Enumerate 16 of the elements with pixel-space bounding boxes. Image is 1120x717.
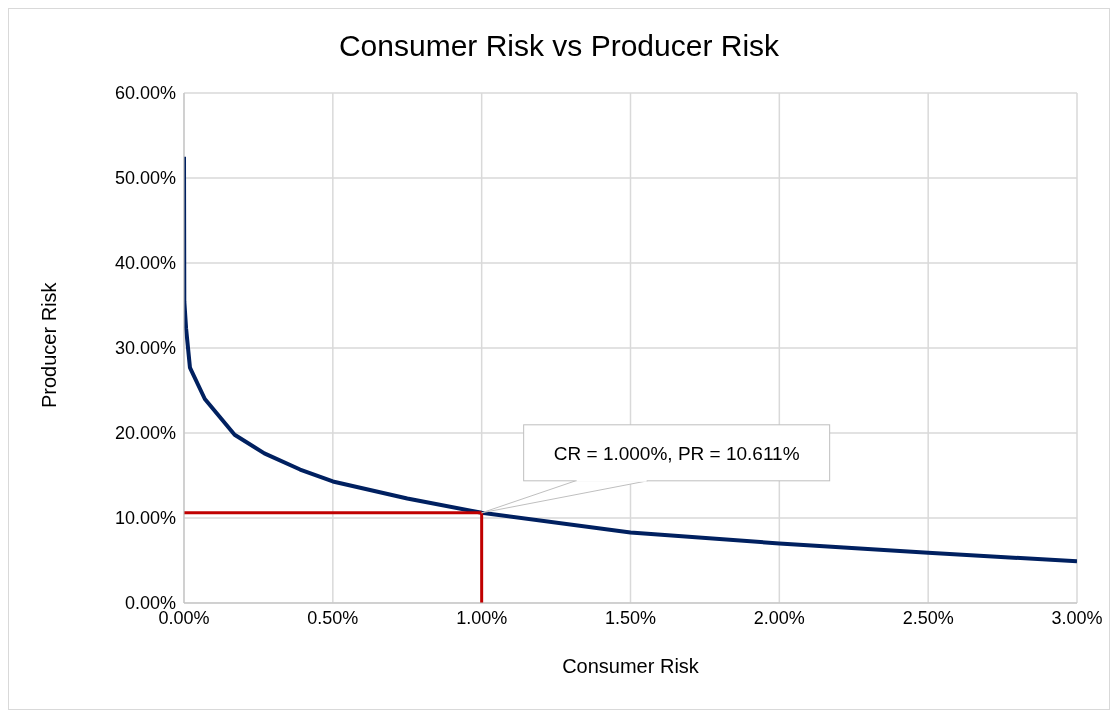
y-tick-label: 10.00% <box>114 508 176 529</box>
chart-title: Consumer Risk vs Producer Risk <box>337 29 781 64</box>
y-tick-label: 20.00% <box>114 423 176 444</box>
x-tick-label: 3.00% <box>1051 607 1103 628</box>
x-axis-title: Consumer Risk <box>562 655 700 677</box>
x-tick-label: 0.50% <box>307 607 359 628</box>
y-tick-label: 40.00% <box>114 253 176 274</box>
annotation: CR = 1.000%, PR = 10.611% <box>553 442 800 464</box>
y-tick-label: 60.00% <box>114 83 176 104</box>
x-tick-label: 2.50% <box>902 607 954 628</box>
x-tick-label: 1.50% <box>604 607 657 628</box>
y-tick-label: 30.00% <box>114 338 176 359</box>
x-tick-label: 1.00% <box>456 607 508 628</box>
x-tick-label: 2.00% <box>753 607 805 628</box>
y-tick-label: 50.00% <box>114 168 176 189</box>
y-axis-title: Producer Risk <box>38 281 61 408</box>
